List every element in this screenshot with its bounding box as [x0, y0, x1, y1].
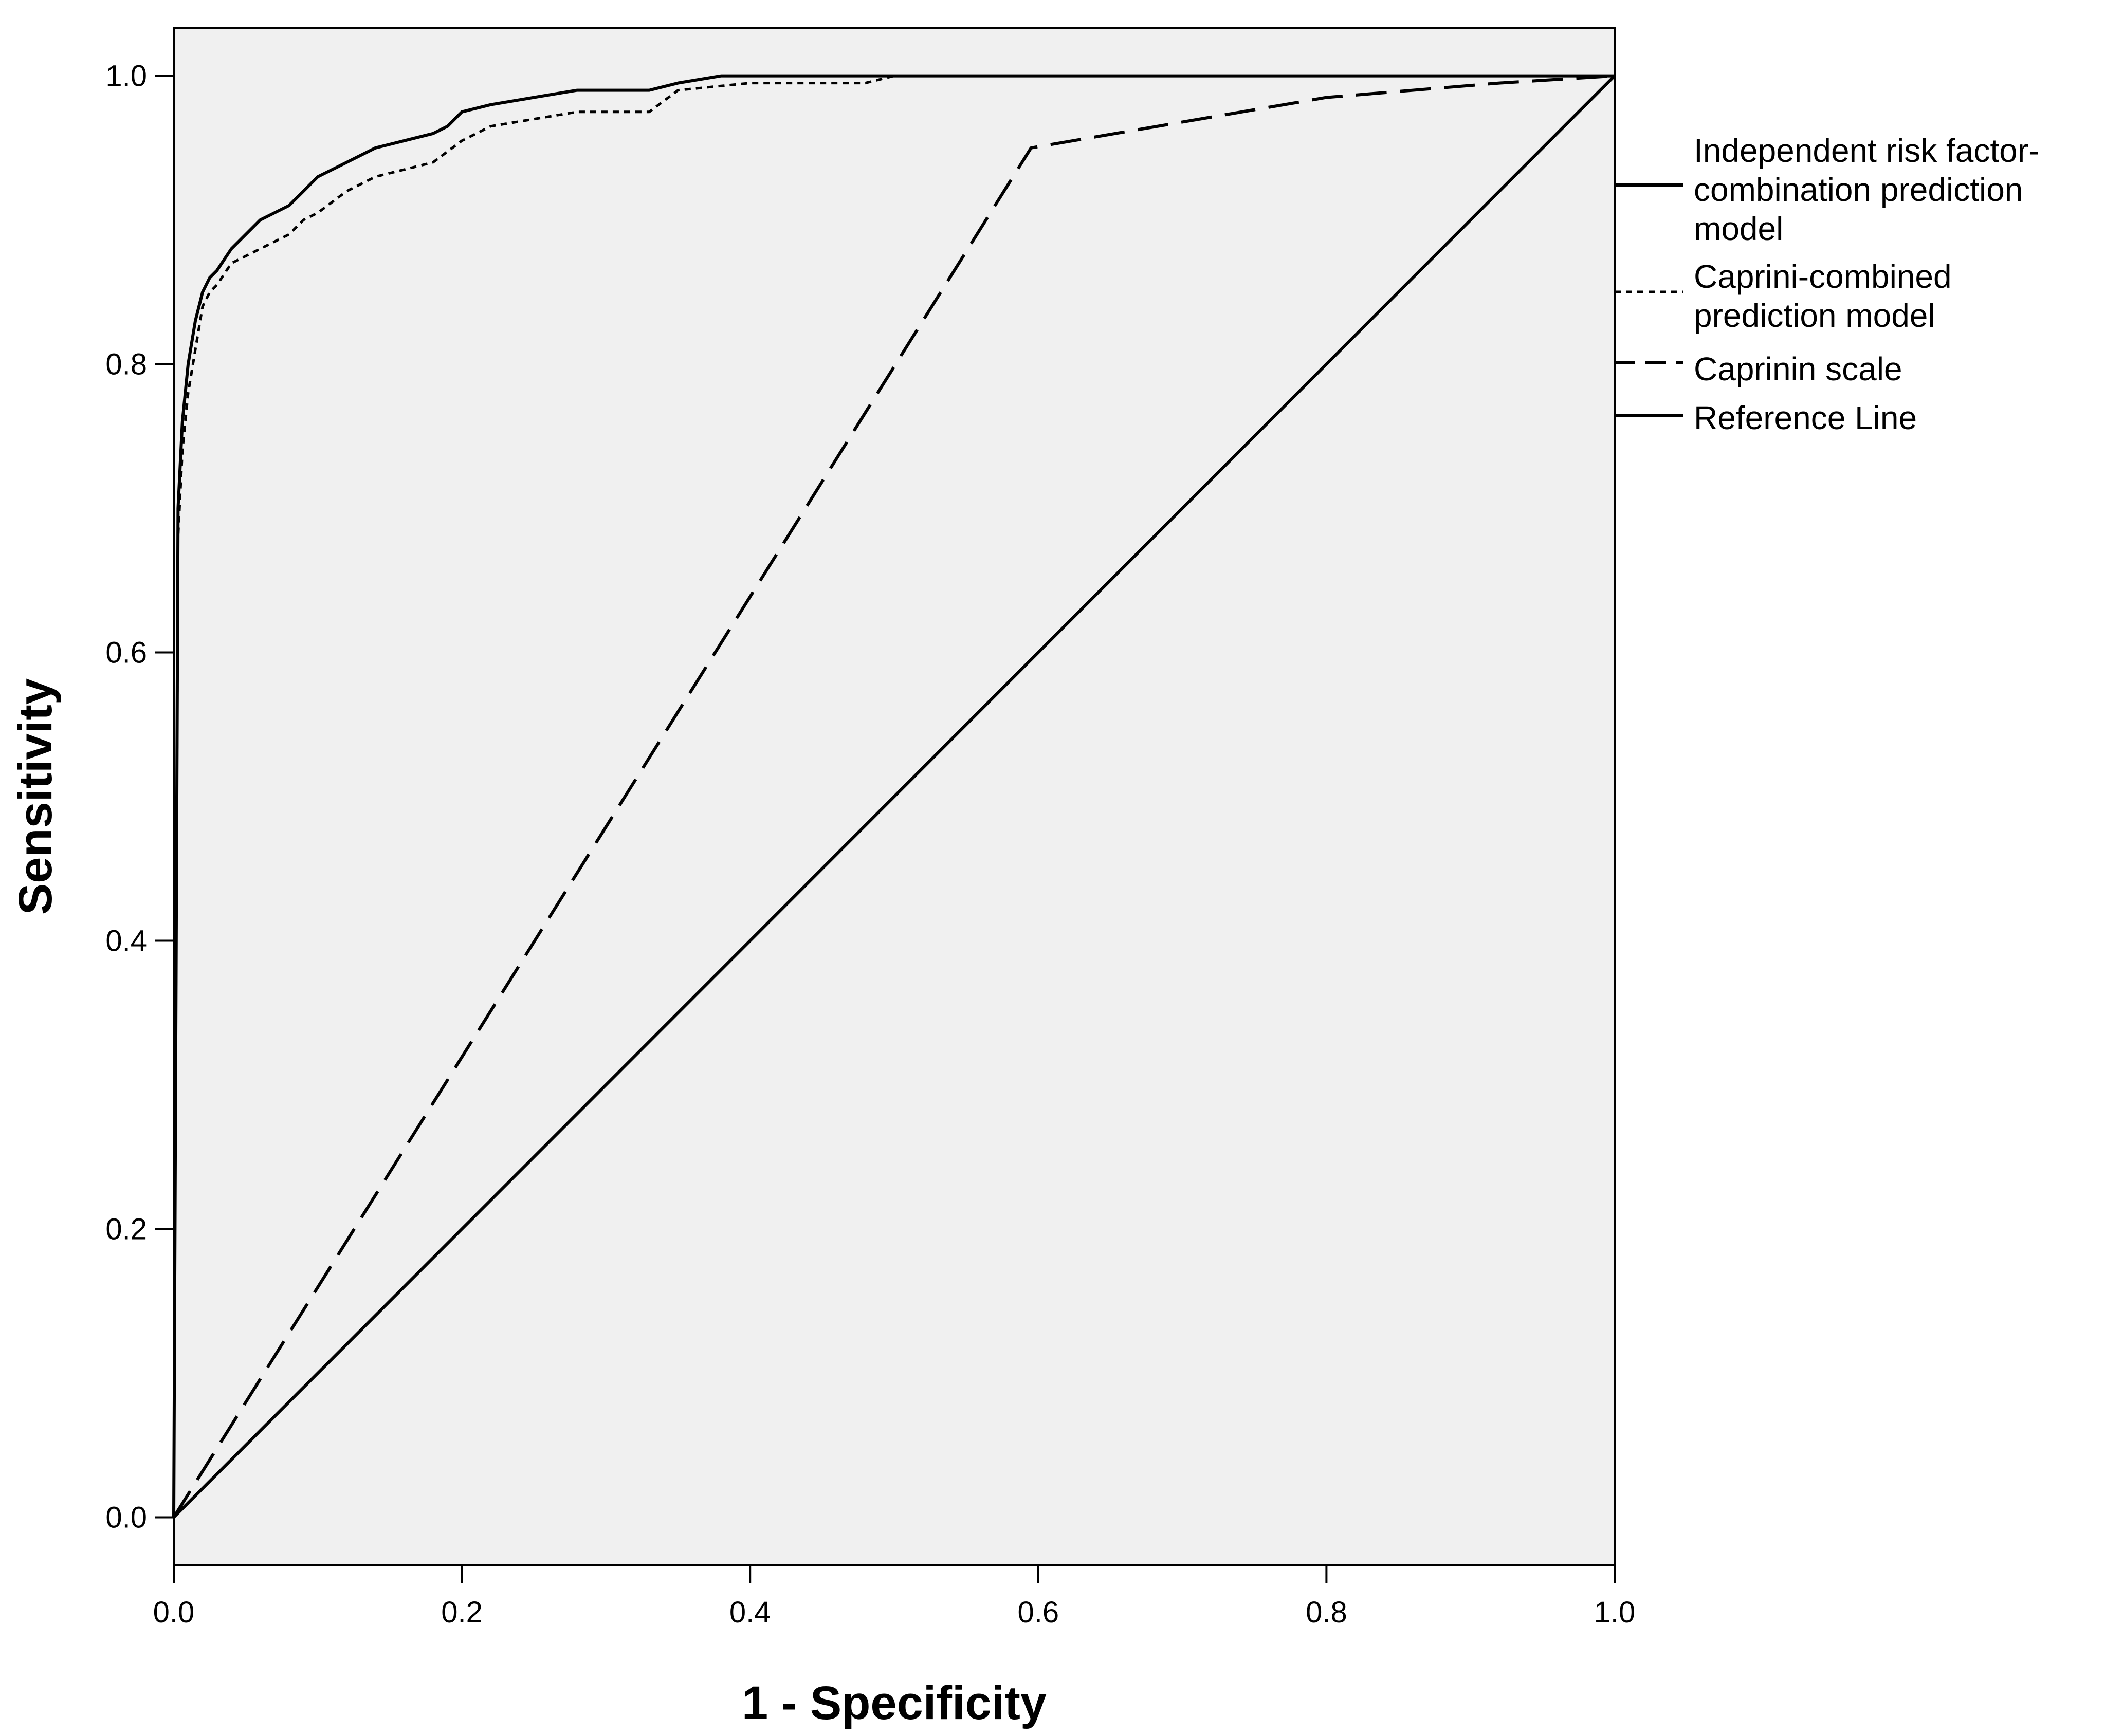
legend-label: model — [1694, 210, 1783, 247]
y-tick-label: 1.0 — [105, 60, 147, 93]
y-tick-label: 0.0 — [105, 1501, 147, 1534]
series-line-1 — [172, 75, 1615, 1518]
y-tick-label: 0.4 — [105, 924, 147, 957]
legend-label: Reference Line — [1694, 399, 1917, 436]
legend-label: Caprinin scale — [1694, 350, 1902, 387]
series-line-2 — [172, 74, 1615, 1518]
legend-label: Independent risk factor- — [1694, 132, 2039, 169]
x-tick-label: 1.0 — [1594, 1596, 1636, 1629]
x-tick-label: 0.8 — [1306, 1596, 1347, 1629]
x-axis-title: 1 - Specificity — [742, 1677, 1047, 1729]
legend-label: prediction model — [1694, 297, 1935, 334]
x-tick-label: 0.6 — [1017, 1596, 1059, 1629]
legend-label: combination prediction — [1694, 171, 2023, 208]
y-axis-title: Sensitivity — [9, 678, 62, 915]
x-tick-label: 0.2 — [441, 1596, 483, 1629]
x-tick-label: 0.4 — [729, 1596, 771, 1629]
legend: Independent risk factor-combination pred… — [1615, 132, 2039, 436]
legend-label: Caprini-combined — [1694, 258, 1952, 295]
series-line-3 — [172, 75, 1616, 1519]
roc-curves — [172, 74, 1616, 1519]
y-tick-label: 0.6 — [105, 636, 147, 670]
y-tick-label: 0.2 — [105, 1212, 147, 1246]
x-axis: 0.0 0.2 0.4 0.6 0.8 1.0 — [153, 1565, 1636, 1629]
y-tick-label: 0.8 — [105, 348, 147, 381]
y-axis: 0.0 0.2 0.4 0.6 0.8 1.0 — [105, 60, 174, 1534]
series-line-0 — [172, 74, 1615, 1518]
x-tick-label: 0.0 — [153, 1596, 195, 1629]
